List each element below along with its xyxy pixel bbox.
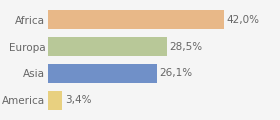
Bar: [48, 37, 167, 56]
Bar: [48, 64, 157, 83]
Text: 3,4%: 3,4%: [65, 95, 91, 105]
Bar: [48, 91, 62, 110]
Text: 26,1%: 26,1%: [160, 68, 193, 78]
Text: 42,0%: 42,0%: [226, 15, 259, 25]
Bar: [48, 10, 223, 29]
Text: 28,5%: 28,5%: [170, 42, 203, 52]
